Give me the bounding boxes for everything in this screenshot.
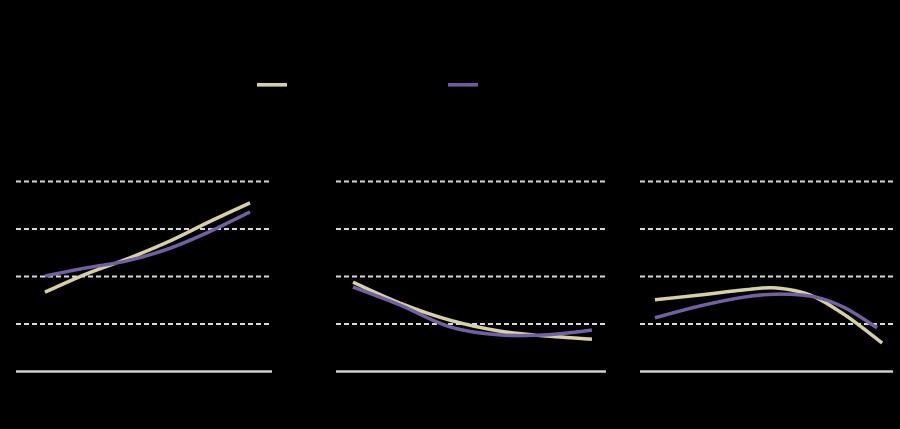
series-line-purple-panel-2 [352,285,593,338]
legend-swatch-tan [257,83,287,87]
series-line-purple-panel-3 [654,292,878,330]
legend-swatch-purple [448,83,478,87]
series-line-tan-panel-3 [654,285,884,345]
series-line-purple-panel-1 [44,210,251,278]
series-line-tan-panel-1 [44,201,251,294]
